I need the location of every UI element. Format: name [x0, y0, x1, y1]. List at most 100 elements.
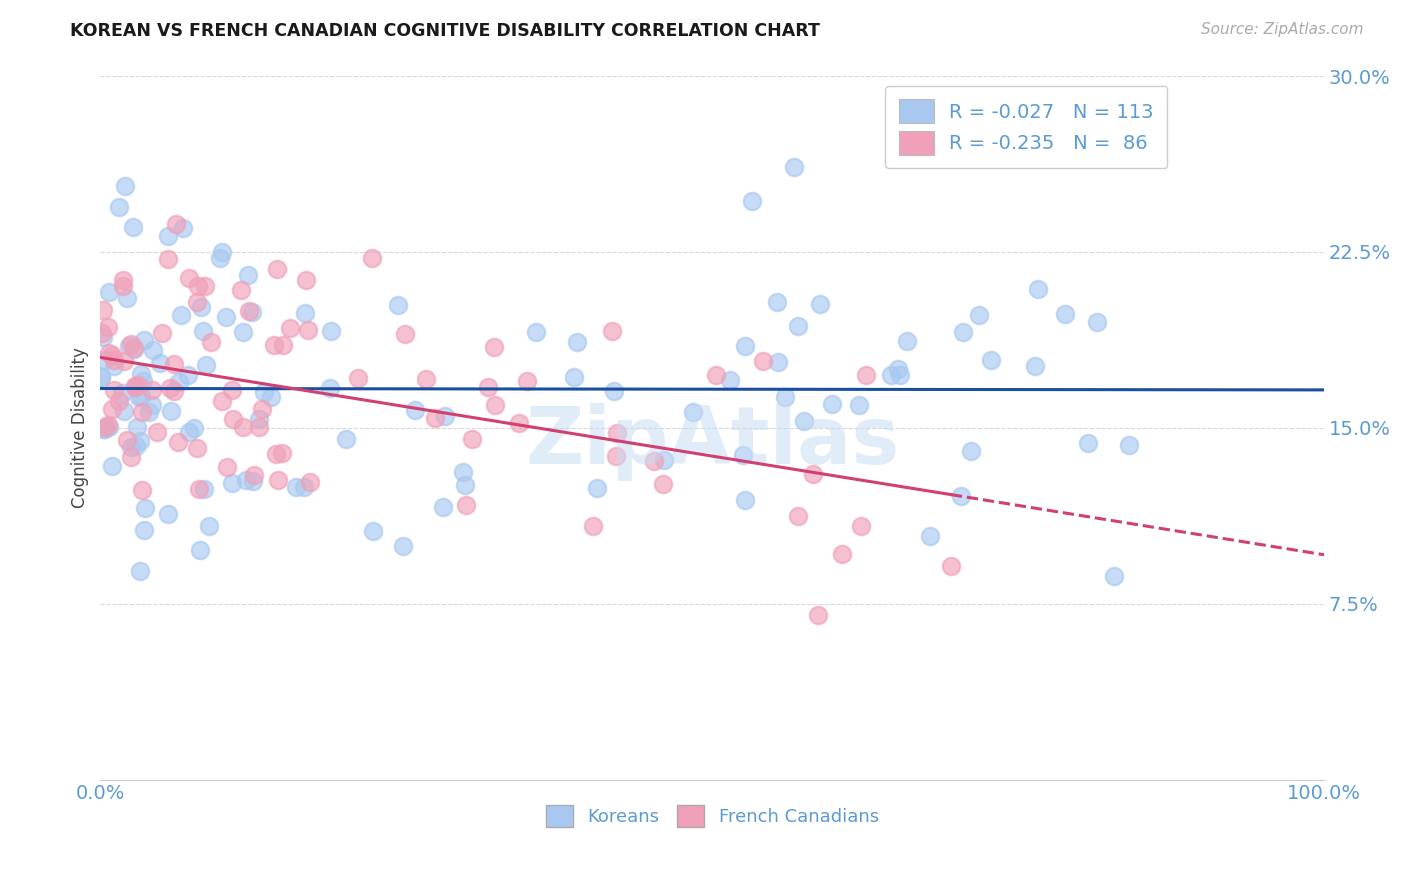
- Point: [138, 405, 160, 419]
- Point: [1077, 436, 1099, 450]
- Point: [278, 320, 301, 334]
- Point: [855, 368, 877, 383]
- Point: [98, 345, 121, 359]
- Point: [734, 339, 756, 353]
- Point: [605, 449, 627, 463]
- Point: [118, 339, 141, 353]
- Point: [91, 329, 114, 343]
- Point: [157, 228, 180, 243]
- Point: [131, 404, 153, 418]
- Point: [209, 252, 232, 266]
- Point: [122, 220, 145, 235]
- Legend: Koreans, French Canadians: Koreans, French Canadians: [538, 797, 886, 834]
- Point: [319, 381, 342, 395]
- Point: [141, 383, 163, 397]
- Point: [90, 370, 112, 384]
- Point: [807, 608, 830, 623]
- Point: [793, 414, 815, 428]
- Point: [111, 385, 134, 400]
- Point: [93, 422, 115, 436]
- Point: [235, 473, 257, 487]
- Point: [215, 460, 238, 475]
- Point: [831, 547, 853, 561]
- Point: [101, 458, 124, 473]
- Point: [752, 353, 775, 368]
- Point: [266, 262, 288, 277]
- Point: [242, 474, 264, 488]
- Point: [243, 468, 266, 483]
- Point: [156, 252, 179, 266]
- Point: [1085, 314, 1108, 328]
- Point: [238, 303, 260, 318]
- Point: [387, 298, 409, 312]
- Point: [167, 434, 190, 449]
- Point: [115, 291, 138, 305]
- Point: [734, 493, 756, 508]
- Point: [643, 454, 665, 468]
- Point: [108, 394, 131, 409]
- Point: [787, 509, 810, 524]
- Point: [132, 523, 155, 537]
- Point: [97, 320, 120, 334]
- Point: [295, 272, 318, 286]
- Point: [167, 375, 190, 389]
- Point: [101, 348, 124, 362]
- Point: [146, 425, 169, 439]
- Text: KOREAN VS FRENCH CANADIAN COGNITIVE DISABILITY CORRELATION CHART: KOREAN VS FRENCH CANADIAN COGNITIVE DISA…: [70, 22, 820, 40]
- Point: [284, 480, 307, 494]
- Point: [94, 352, 117, 367]
- Point: [600, 324, 623, 338]
- Point: [103, 352, 125, 367]
- Point: [159, 381, 181, 395]
- Point: [482, 340, 505, 354]
- Point: [215, 310, 238, 324]
- Point: [394, 326, 416, 341]
- Point: [112, 354, 135, 368]
- Point: [415, 371, 437, 385]
- Point: [94, 420, 117, 434]
- Point: [120, 440, 142, 454]
- Point: [165, 217, 187, 231]
- Y-axis label: Cognitive Disability: Cognitive Disability: [72, 347, 89, 508]
- Point: [260, 390, 283, 404]
- Point: [250, 401, 273, 416]
- Point: [266, 447, 288, 461]
- Point: [299, 475, 322, 490]
- Point: [200, 335, 222, 350]
- Point: [969, 309, 991, 323]
- Point: [432, 500, 454, 514]
- Point: [160, 404, 183, 418]
- Point: [423, 410, 446, 425]
- Point: [960, 444, 983, 458]
- Point: [90, 370, 112, 384]
- Point: [433, 409, 456, 424]
- Point: [120, 450, 142, 464]
- Point: [132, 374, 155, 388]
- Point: [128, 390, 150, 404]
- Point: [821, 396, 844, 410]
- Point: [124, 341, 146, 355]
- Point: [97, 285, 120, 299]
- Point: [231, 283, 253, 297]
- Point: [141, 399, 163, 413]
- Point: [508, 417, 530, 431]
- Point: [454, 478, 477, 492]
- Point: [111, 273, 134, 287]
- Point: [193, 279, 215, 293]
- Point: [232, 419, 254, 434]
- Point: [652, 453, 675, 467]
- Point: [93, 303, 115, 318]
- Point: [97, 417, 120, 432]
- Point: [132, 334, 155, 348]
- Point: [107, 200, 129, 214]
- Point: [347, 370, 370, 384]
- Point: [849, 519, 872, 533]
- Point: [1104, 569, 1126, 583]
- Point: [198, 518, 221, 533]
- Point: [150, 326, 173, 340]
- Point: [606, 425, 628, 440]
- Point: [603, 384, 626, 398]
- Point: [129, 367, 152, 381]
- Point: [191, 324, 214, 338]
- Text: ZipAtlas: ZipAtlas: [524, 403, 900, 481]
